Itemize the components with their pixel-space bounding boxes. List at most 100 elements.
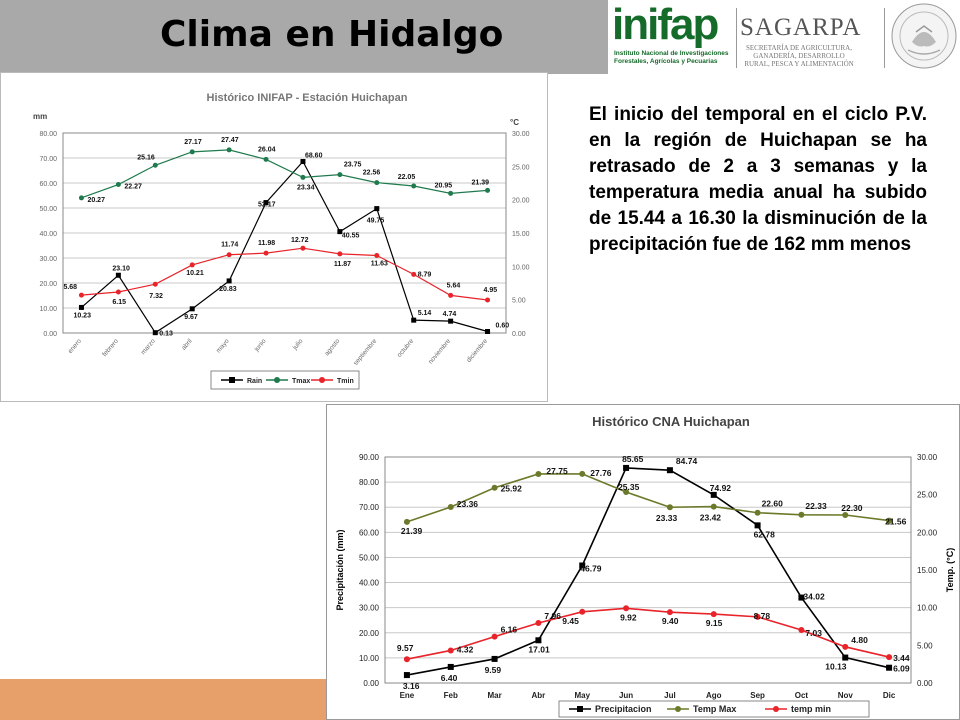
data-label: 10.21 <box>186 270 204 277</box>
sagarpa-logo-name: SAGARPA <box>740 14 862 41</box>
data-point <box>710 503 717 510</box>
mexico-seal-icon <box>891 3 957 69</box>
left-tick-label: 50.00 <box>359 553 380 562</box>
category-label: noviembre <box>427 337 452 365</box>
data-point <box>374 180 380 186</box>
data-point <box>189 262 195 268</box>
category-label: junio <box>253 337 268 353</box>
data-label: 27.47 <box>221 137 239 144</box>
right-tick-label: 15.00 <box>917 566 938 575</box>
data-point <box>666 504 673 511</box>
data-label: 68.60 <box>305 153 323 160</box>
data-label: 4.32 <box>457 644 474 654</box>
data-label: 22.60 <box>762 499 784 509</box>
data-label: 49.75 <box>367 218 385 225</box>
data-point <box>78 292 84 298</box>
inifap-logo: inifap Instituto Nacional de Investigaci… <box>612 0 732 74</box>
right-tick-label: 25.00 <box>512 164 530 171</box>
data-label: 9.59 <box>485 665 502 675</box>
category-label: Ene <box>400 691 415 700</box>
data-point <box>448 292 454 298</box>
data-label: 46.79 <box>580 564 602 574</box>
data-point <box>579 608 586 615</box>
data-point <box>403 656 410 663</box>
series-line <box>81 247 488 301</box>
title-bar <box>0 0 608 74</box>
data-point <box>798 594 805 601</box>
data-label: 9.40 <box>662 616 679 626</box>
data-label: 4.80 <box>851 635 868 645</box>
category-label: febrero <box>101 338 120 359</box>
data-point <box>623 605 630 612</box>
data-label: 34.02 <box>803 592 825 602</box>
legend-marker <box>675 706 681 712</box>
data-point <box>886 664 893 671</box>
inifap-logo-subtitle: Instituto Nacional de Investigaciones Fo… <box>614 50 729 65</box>
data-point <box>579 470 586 477</box>
data-label: 85.65 <box>622 454 644 464</box>
data-point <box>666 609 673 616</box>
data-point <box>152 330 158 336</box>
left-unit-label: mm <box>33 112 47 121</box>
left-tick-label: 0.00 <box>363 679 379 688</box>
data-point <box>78 304 84 310</box>
category-label: Ago <box>706 691 722 700</box>
category-label: Jun <box>619 691 633 700</box>
data-point <box>337 172 343 178</box>
series-line <box>406 473 890 523</box>
data-point <box>447 663 454 670</box>
data-label: 8.78 <box>754 611 771 621</box>
data-point <box>78 195 84 201</box>
left-tick-label: 10.00 <box>39 306 57 313</box>
data-label: 27.76 <box>590 468 612 478</box>
data-point <box>374 252 380 258</box>
series-line <box>81 149 488 199</box>
category-label: diciembre <box>466 337 490 363</box>
data-label: 20.83 <box>219 286 237 293</box>
inifap-logo-name: inifap <box>612 0 719 49</box>
category-label: Oct <box>795 691 809 700</box>
legend-marker <box>577 706 583 712</box>
data-point <box>710 611 717 618</box>
category-label: Dic <box>883 691 896 700</box>
data-point <box>842 643 849 650</box>
left-tick-label: 40.00 <box>359 579 380 588</box>
data-label: 20.95 <box>435 182 453 189</box>
data-label: 5.68 <box>63 284 77 291</box>
cna-chart: Histórico CNA Huichapan 0.00 10.00 20.00 30.… <box>335 414 955 718</box>
data-point <box>300 159 306 164</box>
data-label: 62.78 <box>754 529 776 539</box>
left-tick-label: 0.00 <box>43 331 57 338</box>
left-tick-label: 40.00 <box>39 231 57 238</box>
data-label: 9.67 <box>184 314 198 321</box>
data-label: 7.32 <box>149 293 163 300</box>
legend-item: Precipitacion <box>595 704 652 714</box>
data-point <box>710 491 717 498</box>
left-tick-label: 90.00 <box>359 453 380 462</box>
data-point <box>300 245 306 251</box>
data-point <box>115 182 121 188</box>
data-point <box>374 206 380 212</box>
category-label: mayo <box>215 338 231 355</box>
left-tick-label: 50.00 <box>39 206 57 213</box>
chart-title: Histórico INIFAP - Estación Huichapan <box>207 92 408 104</box>
category-label: julio <box>291 337 305 351</box>
left-tick-label: 10.00 <box>359 654 380 663</box>
data-label: 9.92 <box>620 612 637 622</box>
cna-chart-panel: Histórico CNA Huichapan 0.00 10.00 20.00 30.… <box>326 404 960 720</box>
data-label: 6.15 <box>112 299 126 306</box>
data-point <box>623 489 630 496</box>
left-tick-label: 70.00 <box>359 503 380 512</box>
data-label: 7.03 <box>805 628 822 638</box>
data-label: 20.27 <box>87 197 105 204</box>
data-label: 21.39 <box>472 179 490 186</box>
data-point <box>491 633 498 640</box>
left-tick-label: 20.00 <box>39 281 57 288</box>
data-label: 21.56 <box>885 517 907 527</box>
data-point <box>754 509 761 516</box>
legend-marker <box>773 706 779 712</box>
legend-marker <box>319 377 325 383</box>
data-point <box>447 504 454 511</box>
data-label: 27.75 <box>546 466 568 476</box>
right-tick-label: 0.00 <box>917 679 933 688</box>
